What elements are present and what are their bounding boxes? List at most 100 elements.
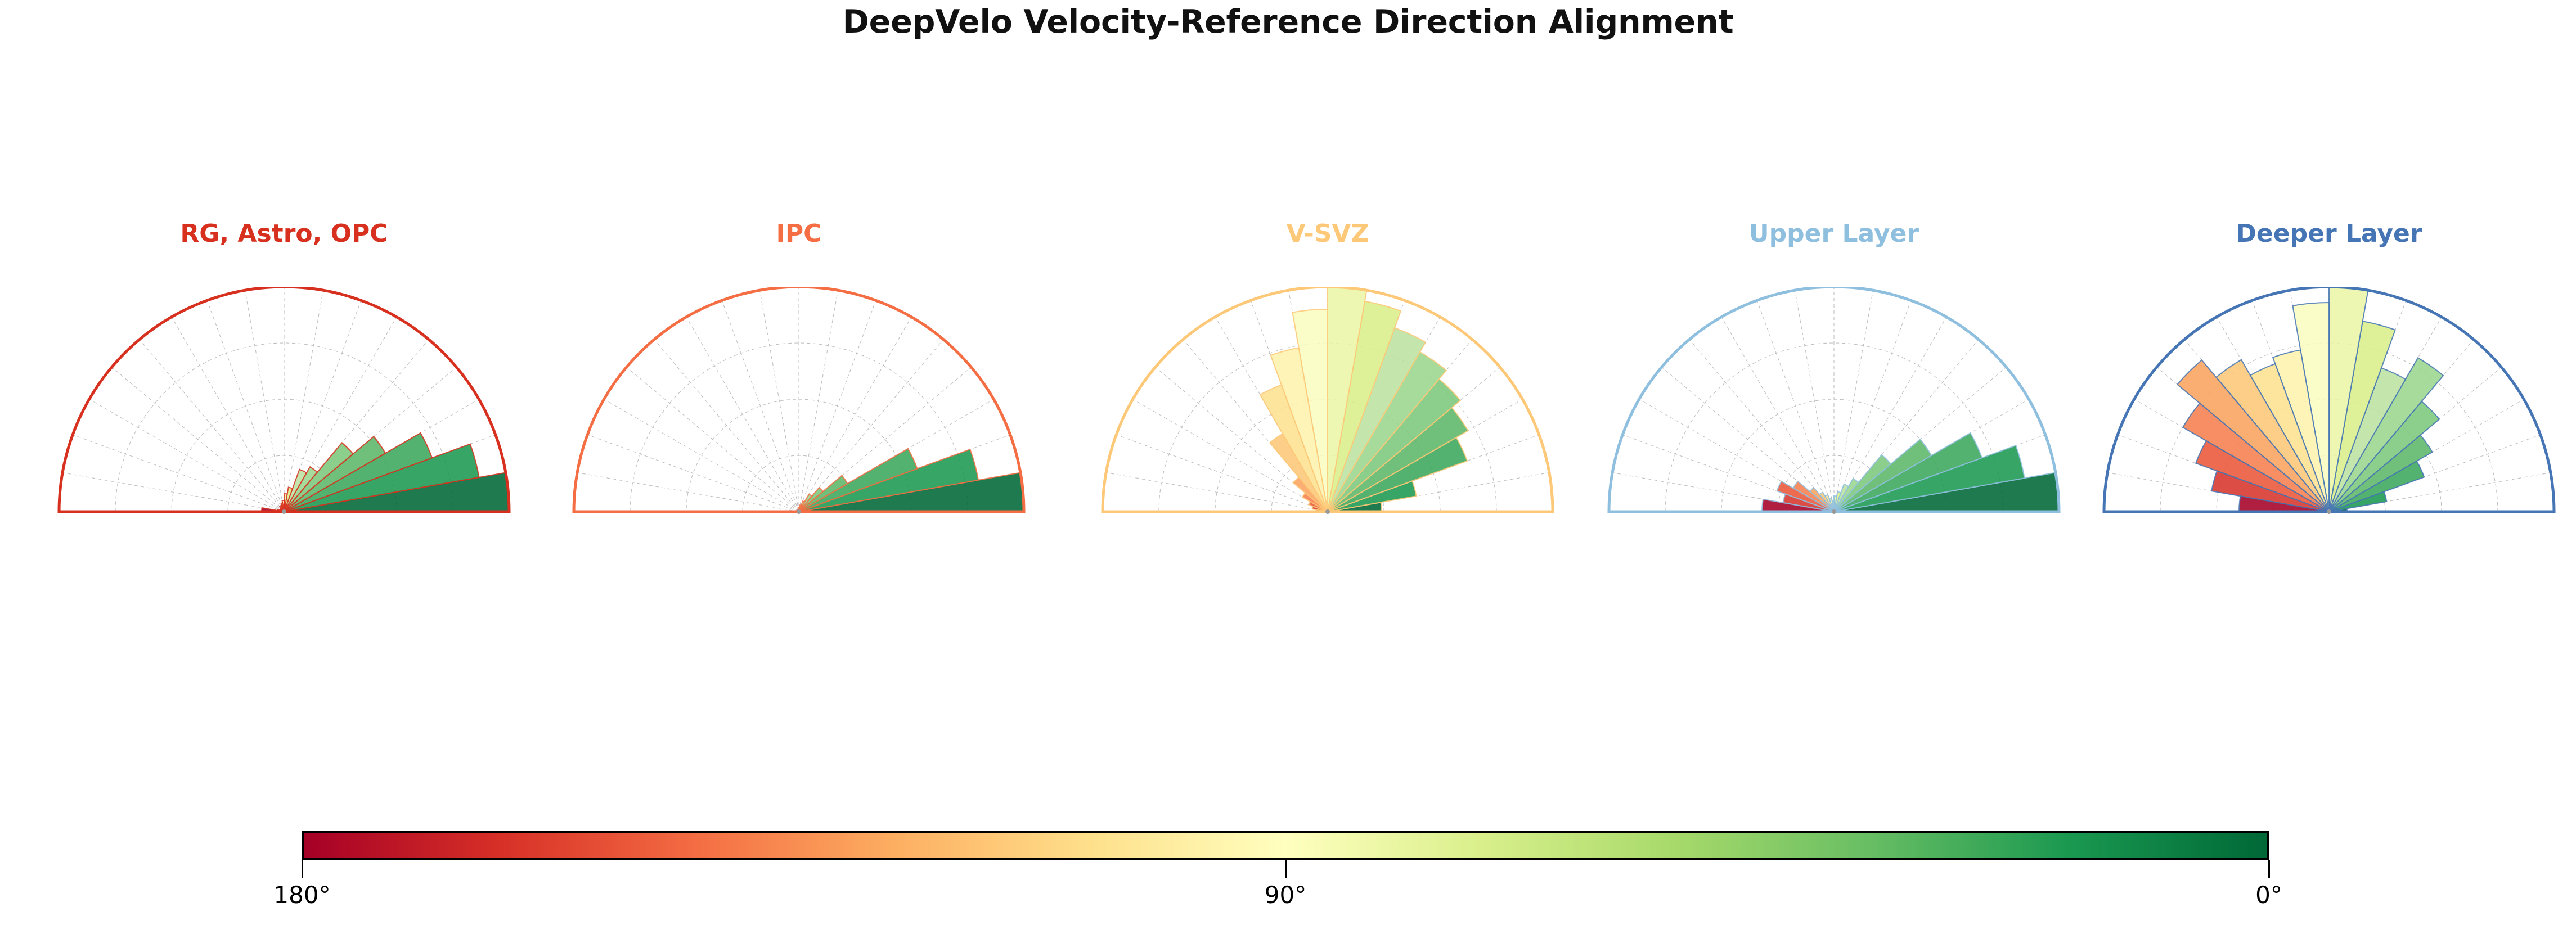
colorbar-tick-label: 180° — [273, 881, 331, 909]
angular-gridline — [626, 367, 799, 512]
rose-plot-deeper-layer — [2082, 287, 2576, 534]
polar-axis-outline — [1101, 287, 1554, 513]
rose-bar — [1307, 500, 1328, 512]
colorbar-track — [302, 831, 2269, 860]
angular-gridline — [587, 434, 799, 512]
angular-gridline — [111, 367, 285, 512]
colorbar-gradient — [304, 833, 2267, 858]
angular-gridline — [654, 339, 799, 512]
colorbar-tick-label: 0° — [2255, 881, 2282, 909]
angular-gridline — [171, 317, 285, 512]
angular-gridline — [284, 290, 323, 512]
polar-axis-outline — [57, 287, 511, 513]
figure-title: DeepVelo Velocity-Reference Direction Al… — [842, 3, 1734, 40]
angular-gridline — [1795, 290, 1835, 512]
panel-title-v-svz: V-SVZ — [1286, 219, 1369, 248]
rose-plot-v-svz — [1080, 287, 1575, 534]
polar-axis-outline — [2102, 287, 2556, 513]
polar-origin — [1832, 509, 1836, 514]
angular-gridline — [1833, 290, 1873, 512]
rose-bar — [284, 443, 480, 512]
rose-bar — [284, 435, 386, 512]
angular-gridline — [721, 300, 799, 512]
rose-bar — [1292, 476, 1328, 512]
rose-bar — [798, 448, 979, 512]
rose-svg — [2102, 287, 2556, 514]
rose-bar — [284, 432, 433, 512]
rose-bar — [284, 486, 294, 512]
polar-panel-upper-layer: Upper Layer — [1586, 219, 2082, 568]
rose-svg — [1101, 287, 1554, 514]
angular-gridline — [798, 290, 838, 512]
rose-bar — [1259, 384, 1328, 512]
colorbar-tick — [1284, 860, 1287, 878]
colorbar-tick-label: 90° — [1264, 881, 1307, 909]
angular-gridline — [1721, 317, 1835, 512]
angular-gridline — [206, 300, 285, 512]
angular-gridline — [1116, 434, 1328, 512]
polar-origin — [282, 509, 286, 514]
angular-gridline — [72, 434, 285, 512]
rose-bar — [1269, 433, 1328, 512]
panel-title-rg-astro-opc: RG, Astro, OPC — [180, 219, 388, 248]
radial-gridline — [2160, 342, 2498, 512]
rose-bar — [1833, 432, 1983, 512]
polar-panel-rg-astro-opc: RG, Astro, OPC — [37, 219, 532, 568]
polar-origin — [1325, 509, 1330, 514]
rose-bar — [1833, 491, 1842, 512]
polar-panel-v-svz: V-SVZ — [1080, 219, 1575, 568]
rose-bar — [1301, 492, 1328, 512]
angular-gridline — [798, 300, 876, 512]
rose-bar — [1833, 495, 1838, 512]
angular-gridline — [245, 290, 285, 512]
rose-bar — [2211, 470, 2330, 512]
angular-gridline — [1833, 300, 1912, 512]
rose-plot-rg-astro-opc — [37, 287, 532, 534]
angular-gridline — [798, 339, 944, 512]
radial-gridline — [115, 342, 453, 512]
angular-gridline — [139, 339, 285, 512]
angular-gridline — [1689, 339, 1835, 512]
rose-bar — [1833, 445, 2025, 512]
angle-colorbar: 180° 90° 0° — [0, 818, 2576, 925]
panel-title-ipc: IPC — [776, 219, 822, 248]
colorbar-tick — [301, 860, 303, 878]
rose-bar — [284, 468, 308, 512]
radial-gridline — [1158, 342, 1497, 512]
angular-gridline — [1756, 300, 1835, 512]
rose-bar — [2272, 349, 2330, 512]
rose-bar — [2182, 402, 2330, 512]
angular-gridline — [759, 290, 799, 512]
rose-bar — [284, 493, 288, 512]
polar-axis-outline — [1607, 287, 2061, 513]
rose-plot-upper-layer — [1586, 287, 2082, 534]
rose-bar — [798, 448, 918, 512]
rose-bar — [2195, 440, 2330, 512]
panel-title-upper-layer: Upper Layer — [1748, 219, 1919, 248]
radial-gridline — [1665, 342, 2003, 512]
rose-svg — [572, 287, 1026, 514]
rose-bar — [2328, 357, 2444, 512]
rose-svg — [1607, 287, 2061, 514]
angular-gridline — [1132, 399, 1328, 512]
rose-bar — [798, 475, 848, 512]
polar-panel-deeper-layer: Deeper Layer — [2082, 219, 2576, 568]
rose-bar — [1833, 439, 1932, 512]
rose-bar — [1833, 477, 1860, 512]
rose-bar — [284, 442, 354, 512]
angular-gridline — [1105, 472, 1328, 512]
rose-bar — [1776, 480, 1835, 512]
rose-bar — [1833, 454, 1892, 512]
rose-bar — [1833, 483, 1850, 512]
rose-bar — [284, 466, 318, 512]
angular-gridline — [686, 317, 799, 512]
angular-gridline — [62, 472, 285, 512]
polar-axis-outline — [572, 287, 1026, 513]
rose-bar — [798, 493, 813, 512]
rose-bar — [2176, 359, 2330, 512]
radial-gridline — [630, 342, 968, 512]
angular-gridline — [604, 399, 799, 512]
rose-svg — [57, 287, 511, 514]
panel-title-deeper-layer: Deeper Layer — [2236, 219, 2422, 248]
